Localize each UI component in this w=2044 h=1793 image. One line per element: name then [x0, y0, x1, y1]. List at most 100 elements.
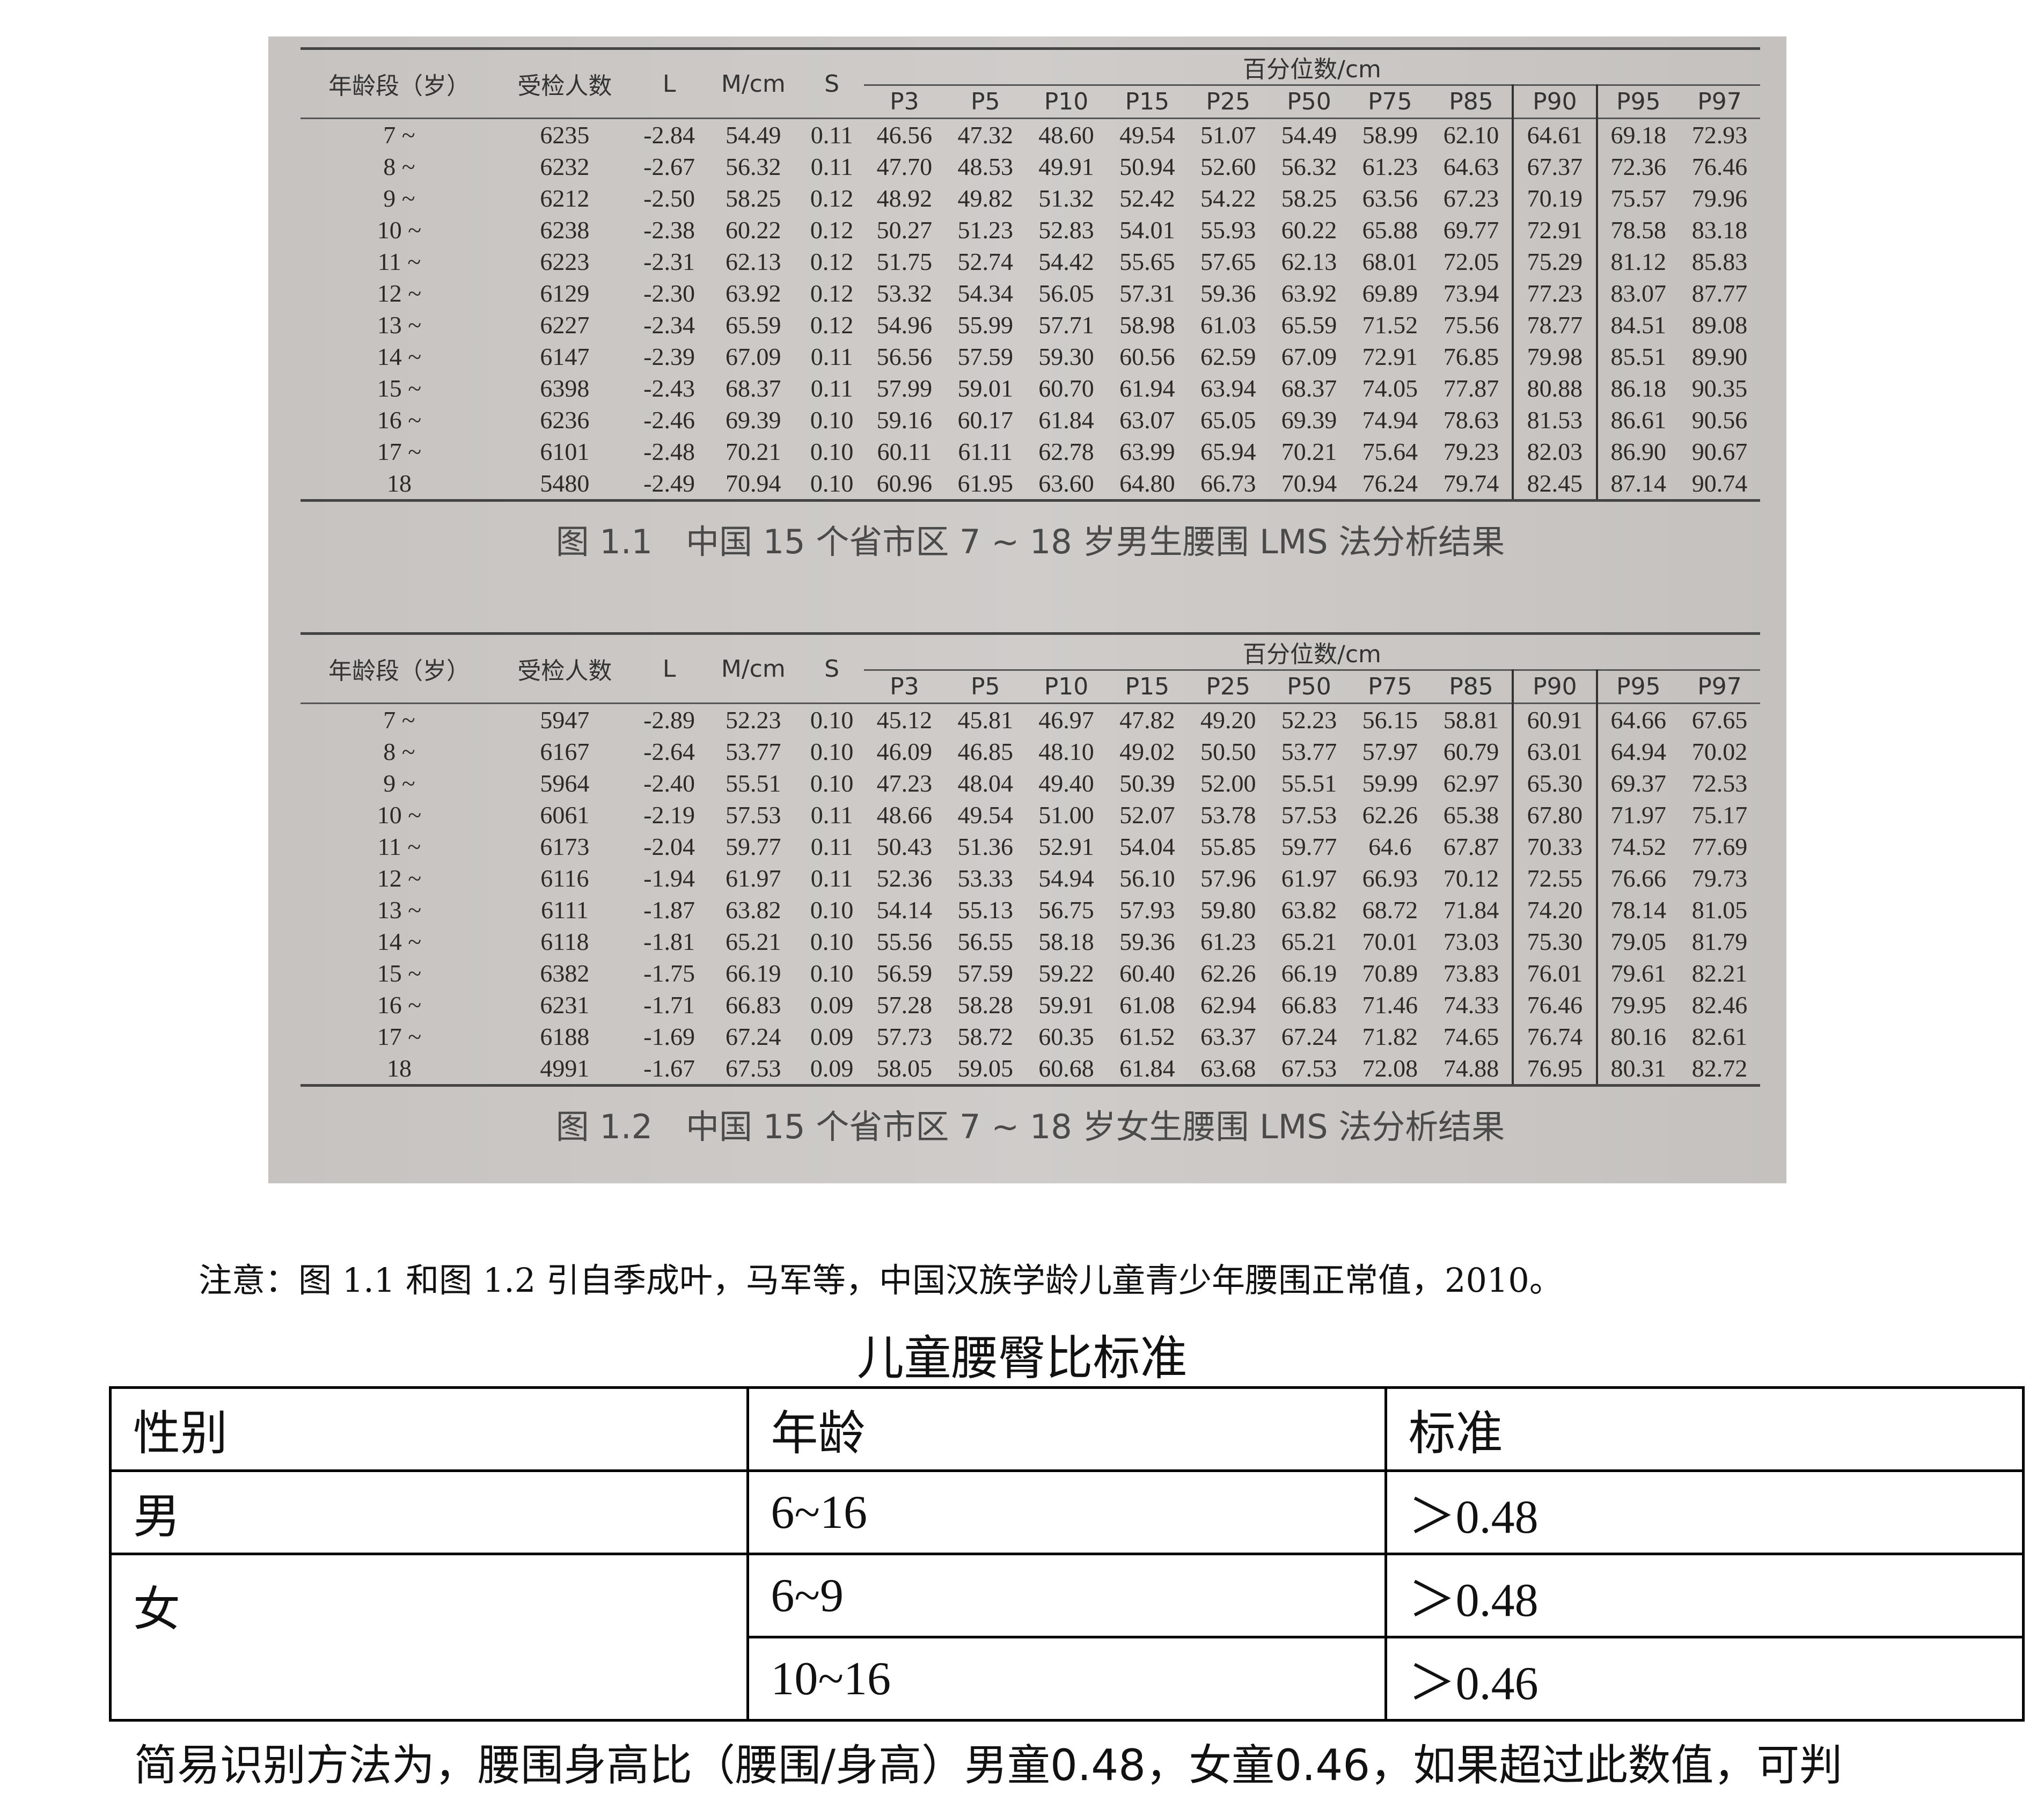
- table-cell: -2.30: [643, 280, 695, 307]
- table-cell: 18: [301, 467, 498, 502]
- table-cell: 65.05: [1200, 406, 1256, 434]
- table-cell: 74.33: [1443, 991, 1499, 1019]
- header-percentile-col: P75: [1368, 88, 1412, 115]
- table-cell: 57.28: [876, 991, 933, 1019]
- table-cell: 7 ~: [301, 118, 498, 151]
- table-cell: 61.97: [1281, 865, 1337, 892]
- table-cell: 63.82: [726, 896, 781, 924]
- table-cell: 0.09: [810, 1023, 854, 1050]
- table-cell: 65.88: [1362, 216, 1418, 244]
- table-cell: 63.82: [1281, 896, 1337, 924]
- table-cell: 63.92: [1281, 280, 1337, 307]
- table-row: 14 ~ 6147 -2.39 67.09 0.11 56.56 57.59 59.30 60.…: [301, 341, 1760, 372]
- table-cell: 54.34: [957, 280, 1013, 307]
- table-cell: 56.15: [1349, 702, 1431, 736]
- table-cell: 52.07: [1119, 801, 1175, 829]
- table-cell: 59.91: [1038, 991, 1094, 1019]
- table-cell: 15 ~: [377, 375, 422, 402]
- table-cell: 61.95: [944, 467, 1026, 502]
- table-cell: 49.02: [1119, 738, 1175, 765]
- table-cell: -2.34: [643, 311, 695, 339]
- table-cell: 85.83: [1691, 248, 1748, 275]
- table-cell: 51.07: [1188, 118, 1269, 151]
- table-cell: 68.72: [1362, 896, 1418, 924]
- table-cell: 51.32: [1038, 185, 1094, 212]
- table-cell: 62.78: [1038, 438, 1094, 465]
- header-count: 受检人数: [497, 47, 632, 119]
- header-percentile-col: P5: [970, 88, 1000, 115]
- male-waist-table-block: 年龄段（岁） 受检人数 L M/cm S 百分位数/cm P3 P5 P10 P15 P25 P50 P…: [301, 47, 1760, 563]
- table-cell: 47.70: [876, 153, 933, 180]
- table-row: 18 4991 -1.67 67.53 0.09 58.05 59.05 60.68 61.84…: [301, 1052, 1760, 1087]
- table-cell: 81.53: [1512, 404, 1598, 436]
- table-cell: 59.05: [944, 1052, 1026, 1087]
- cell-age: 6~9: [746, 1553, 1387, 1638]
- table-cell: -2.84: [631, 118, 707, 151]
- table-cell: 6101: [540, 438, 590, 465]
- table-cell: 59.99: [1362, 770, 1418, 797]
- table-cell: 62.13: [726, 248, 781, 275]
- table-cell: 17 ~: [377, 1023, 422, 1050]
- table-cell: -2.43: [643, 375, 695, 402]
- table-cell: 8 ~: [383, 153, 415, 180]
- male-waist-lms-table: 年龄段（岁） 受检人数 L M/cm S 百分位数/cm P3 P5 P10 P15 P25 P50 P…: [301, 47, 1760, 502]
- table-cell: 60.40: [1119, 960, 1175, 987]
- table-cell: 10 ~: [377, 216, 422, 244]
- table-cell: -1.67: [631, 1052, 707, 1087]
- table-cell: 90.67: [1691, 438, 1748, 465]
- table-cell: 49.20: [1188, 702, 1269, 736]
- table-cell: 64.80: [1107, 467, 1188, 502]
- header-m: M/cm: [707, 632, 800, 704]
- table-cell: 54.96: [876, 311, 933, 339]
- table-row: 16 ~ 6231 -1.71 66.83 0.09 57.28 58.28 59.91 61.…: [301, 989, 1760, 1021]
- table-cell: 82.45: [1512, 467, 1598, 502]
- table-cell: 67.80: [1512, 799, 1598, 831]
- table-cell: 6398: [540, 375, 590, 402]
- table-cell: 75.17: [1691, 801, 1748, 829]
- table-row: 8 ~ 6232 -2.67 56.32 0.11 47.70 48.53 49.91 50.9…: [301, 151, 1760, 182]
- table-cell: 79.96: [1691, 185, 1748, 212]
- table-cell: 6173: [540, 833, 590, 860]
- table-cell: -2.67: [643, 153, 695, 180]
- table-cell: 6118: [540, 928, 589, 955]
- table-row: 14 ~ 6118 -1.81 65.21 0.10 55.56 56.55 58.18 59.…: [301, 926, 1760, 957]
- table-cell: 50.94: [1119, 153, 1175, 180]
- table-cell: 46.97: [1025, 702, 1107, 736]
- table-cell: 6212: [540, 185, 590, 212]
- table-cell: 49.54: [1107, 118, 1188, 151]
- table-cell: 57.31: [1119, 280, 1175, 307]
- table-cell: 74.65: [1443, 1023, 1499, 1050]
- table-cell: 47.82: [1107, 702, 1188, 736]
- table-cell: -1.81: [643, 928, 695, 955]
- table-cell: 15 ~: [377, 960, 422, 987]
- table-cell: 89.08: [1691, 311, 1748, 339]
- table-cell: 65.38: [1443, 801, 1499, 829]
- table-cell: 70.02: [1691, 738, 1748, 765]
- table-cell: 17 ~: [377, 438, 422, 465]
- table-cell: 60.11: [877, 438, 932, 465]
- table-cell: -2.38: [643, 216, 695, 244]
- table-cell: 12 ~: [377, 865, 422, 892]
- table-cell: 74.88: [1430, 1052, 1513, 1087]
- table-cell: 0.11: [810, 343, 853, 370]
- table-cell: 80.16: [1610, 1023, 1667, 1050]
- table-row: 10 ~ 6061 -2.19 57.53 0.11 48.66 49.54 51.00 52.…: [301, 799, 1760, 831]
- table-cell: 0.10: [800, 702, 864, 736]
- table-cell: 67.37: [1512, 151, 1598, 182]
- table-cell: 63.56: [1362, 185, 1418, 212]
- table-cell: 63.99: [1119, 438, 1175, 465]
- header-percentile-col: P10: [1044, 88, 1089, 115]
- table-row: 10~16 ＞0.46: [111, 1636, 2025, 1722]
- table-cell: 63.60: [1025, 467, 1107, 502]
- table-cell: 74.52: [1610, 833, 1667, 860]
- table-row: 16 ~ 6236 -2.46 69.39 0.10 59.16 60.17 61.84 63.…: [301, 404, 1760, 436]
- table-cell: 69.77: [1443, 216, 1499, 244]
- table-cell: 59.36: [1119, 928, 1175, 955]
- header-percentile-col: P50: [1287, 88, 1331, 115]
- table-cell: 6061: [540, 801, 590, 829]
- table-cell: 87.14: [1596, 467, 1680, 502]
- table-cell: 49.91: [1038, 153, 1094, 180]
- table-cell: 12 ~: [377, 280, 422, 307]
- header-percentile-col: P95: [1616, 673, 1661, 700]
- table-cell: 61.94: [1119, 375, 1175, 402]
